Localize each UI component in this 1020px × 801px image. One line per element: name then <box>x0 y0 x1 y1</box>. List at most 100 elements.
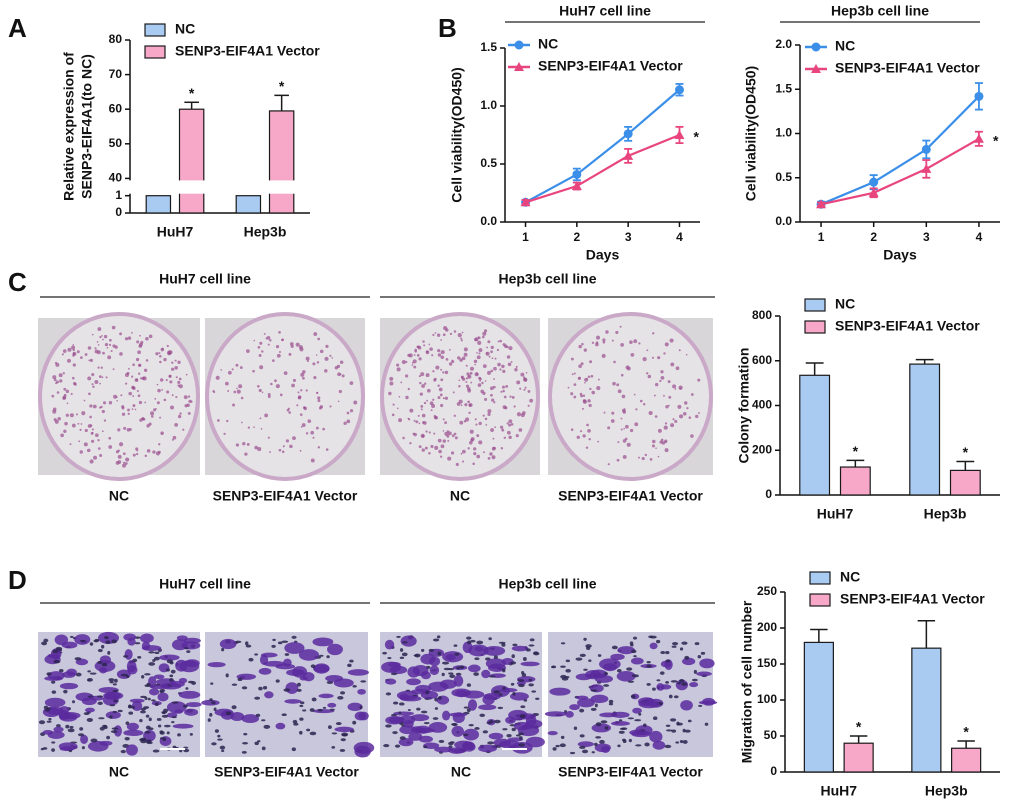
significance: * <box>853 443 859 459</box>
cell <box>451 725 464 737</box>
colony <box>426 399 428 402</box>
colony <box>97 327 102 331</box>
colony <box>296 404 299 407</box>
cell <box>468 723 474 727</box>
colony <box>469 440 473 445</box>
cell <box>511 645 529 652</box>
cell <box>97 701 103 705</box>
colony <box>465 364 468 367</box>
colony <box>97 366 100 369</box>
cell <box>65 724 70 729</box>
colony <box>519 387 522 390</box>
colony <box>477 340 482 345</box>
colony <box>668 395 672 399</box>
colony <box>468 411 471 415</box>
colony <box>115 460 120 465</box>
colony <box>587 399 591 403</box>
cell <box>157 692 169 702</box>
colony <box>257 345 261 349</box>
y-tick-label: 0.5 <box>775 170 792 184</box>
cell <box>123 655 128 658</box>
cell <box>258 667 272 675</box>
colony <box>267 392 271 396</box>
colony <box>485 352 488 355</box>
cell <box>211 742 217 746</box>
cell <box>293 722 299 726</box>
cell <box>611 645 618 650</box>
colony <box>148 422 152 426</box>
colony <box>261 391 264 394</box>
cell <box>245 641 249 646</box>
cell <box>53 659 61 664</box>
point <box>974 91 984 101</box>
cell <box>159 737 164 740</box>
cell <box>525 715 537 727</box>
colony <box>401 360 406 365</box>
colony <box>159 416 162 419</box>
colony <box>422 340 425 343</box>
colony <box>487 340 491 344</box>
cell <box>512 643 518 647</box>
cell <box>101 662 108 667</box>
colony <box>226 419 229 423</box>
x-tick-label: 3 <box>923 230 930 244</box>
cell <box>87 678 93 682</box>
colony <box>486 346 489 349</box>
cell <box>310 664 316 668</box>
colony <box>187 395 191 398</box>
y-tick-label: 80 <box>109 32 123 46</box>
colony <box>56 391 60 394</box>
cell <box>112 689 119 693</box>
colony <box>442 333 446 337</box>
colony <box>324 369 328 373</box>
colony <box>278 448 282 452</box>
colony <box>91 428 94 431</box>
colony <box>674 419 678 423</box>
colony <box>440 444 445 449</box>
cell <box>154 656 160 661</box>
colony <box>331 357 334 359</box>
cell <box>555 744 560 748</box>
colony <box>317 396 321 400</box>
colony <box>605 330 609 334</box>
colony <box>422 421 425 424</box>
colony <box>244 452 248 456</box>
colony <box>71 376 75 380</box>
colony <box>132 395 135 397</box>
cell <box>84 707 95 713</box>
colony <box>595 335 600 340</box>
colony <box>318 406 322 410</box>
colony <box>653 394 656 397</box>
bar <box>178 108 205 214</box>
cell <box>481 669 491 679</box>
colony <box>523 377 527 382</box>
cell <box>575 657 583 661</box>
colony <box>516 380 521 385</box>
cell <box>302 709 307 712</box>
colony <box>417 414 420 417</box>
cell <box>552 747 557 751</box>
cell <box>608 699 614 704</box>
colony <box>146 449 151 453</box>
cell <box>311 697 317 702</box>
colony <box>389 381 394 386</box>
cell <box>299 730 303 735</box>
y-axis-label: SENP3-EIF4A1(to NC) <box>79 54 95 199</box>
cell <box>438 739 445 743</box>
bar <box>145 195 172 214</box>
colony <box>437 348 441 353</box>
cell <box>421 648 425 652</box>
cell <box>176 635 188 641</box>
cell <box>231 705 237 710</box>
cell <box>44 676 63 681</box>
significance: * <box>279 78 285 94</box>
colony <box>677 404 682 409</box>
cell <box>560 642 566 645</box>
colony <box>587 375 591 379</box>
cell <box>152 749 160 753</box>
cell <box>66 668 77 676</box>
cell <box>112 683 117 686</box>
cell <box>281 640 289 643</box>
colony <box>329 405 332 408</box>
cell <box>159 730 164 734</box>
